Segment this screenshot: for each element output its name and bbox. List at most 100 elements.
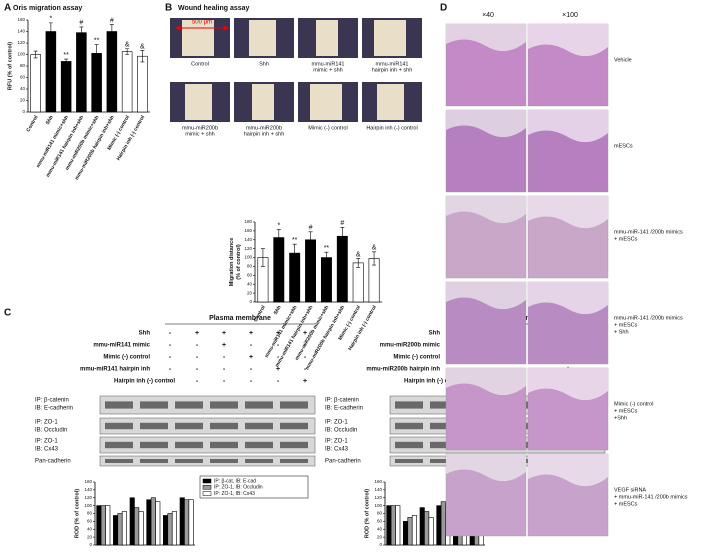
y-tick-label: 0: [22, 109, 25, 114]
sign: +: [195, 330, 199, 337]
row-label: Mimic (-) control: [614, 401, 653, 407]
sign: +: [249, 330, 253, 337]
bar: [171, 511, 177, 546]
blot-band: [140, 401, 168, 409]
annotation: &: [356, 251, 361, 258]
error-bar: [109, 24, 114, 39]
wound-gap: [374, 20, 406, 56]
bar: [113, 515, 119, 546]
y-tick-label: 60: [87, 519, 93, 524]
blot-band: [210, 422, 238, 430]
y-tick-label: 160: [374, 479, 382, 484]
blot-label: Pan-cadherin: [325, 459, 361, 465]
sign: -: [223, 354, 226, 361]
y-tick-label: 80: [87, 511, 93, 516]
blot: [99, 395, 316, 415]
blot-band: [175, 401, 203, 409]
row-label: mESCs: [614, 143, 633, 149]
bar: [105, 505, 111, 546]
bar: [424, 511, 430, 546]
y-tick-label: 20: [20, 98, 26, 103]
y-tick-label: 140: [374, 487, 382, 492]
y-tick-label: 120: [244, 246, 252, 251]
bar: [428, 517, 434, 546]
blot-band: [430, 422, 458, 430]
bar: [352, 262, 364, 303]
y-tick-label: 100: [374, 503, 382, 508]
y-tick-label: 100: [244, 255, 252, 260]
image-label: hairpin inh + shh: [244, 131, 285, 137]
blot-band: [280, 422, 308, 430]
x-tick-label: Shh: [45, 115, 55, 126]
bar: [336, 235, 348, 303]
bar: [436, 505, 442, 546]
row-label: mmu-miR141 hairpin inh: [80, 367, 150, 373]
bar: [320, 257, 332, 303]
blot-band: [140, 422, 168, 430]
bar: [155, 501, 161, 546]
sign: +: [276, 366, 280, 373]
blot-band: [210, 401, 238, 409]
row-label: Mimic (-) control: [103, 355, 150, 361]
y-axis-label: RFU (% of control): [7, 42, 13, 90]
blot-band: [140, 459, 168, 463]
error-bar: [48, 22, 53, 41]
y-axis-label: ROD (% of control): [364, 489, 370, 538]
annotation: **: [324, 245, 330, 252]
sign: -: [277, 342, 280, 349]
bar: [106, 31, 118, 113]
sign: +: [303, 378, 307, 385]
annotation: *: [50, 16, 53, 23]
bar: [76, 32, 87, 113]
wound-gap: [316, 20, 338, 56]
row-label: mmu-miR200b hairpin inh: [366, 367, 440, 373]
tissue-layer: [446, 196, 526, 224]
blot-band: [175, 441, 203, 449]
sign: +: [222, 330, 226, 337]
blot-label: Pan-cadherin: [35, 459, 71, 465]
row-label: mmu-miR141 mimic: [93, 343, 150, 349]
blot-band: [395, 441, 423, 449]
sign: -: [250, 378, 253, 385]
legend-swatch: [202, 485, 212, 490]
image-label: Shh: [259, 61, 269, 67]
y-tick-label: 160: [84, 479, 92, 484]
blot-band: [395, 422, 423, 430]
y-tick-label: 80: [20, 63, 26, 68]
y-tick-label: 80: [247, 264, 253, 269]
blot-band: [105, 422, 133, 430]
error-bar: [324, 251, 329, 264]
sign: -: [196, 378, 199, 385]
y-tick-label: 60: [377, 519, 383, 524]
bar: [411, 515, 417, 546]
legend-label: IP: β-cat, IB: E-cad: [214, 478, 256, 484]
sign: -: [169, 342, 172, 349]
tissue-layer: [446, 454, 526, 482]
panel-title: Wound healing assay: [178, 5, 250, 12]
annotation: &: [140, 43, 145, 50]
row-label: + Shh: [614, 329, 629, 335]
bar: [407, 517, 413, 546]
blot-band: [280, 401, 308, 409]
y-tick-label: 120: [374, 495, 382, 500]
y-tick-label: 100: [84, 503, 92, 508]
annotation: **: [292, 237, 298, 244]
annotation: &: [125, 42, 130, 49]
y-axis-label: (% of control): [236, 244, 242, 280]
blot-label: IB: Occludin: [35, 428, 67, 434]
blot: [99, 455, 316, 467]
wound-gap: [377, 84, 404, 120]
tissue-layer: [446, 282, 526, 310]
bar: [395, 505, 401, 546]
error-bar: [94, 44, 99, 63]
error-bar: [340, 227, 345, 246]
scale-label: 500 μm: [192, 20, 212, 26]
bar: [96, 505, 102, 546]
bar: [440, 501, 446, 546]
wound-gap: [310, 84, 342, 120]
annotation: *: [277, 222, 280, 229]
bar: [305, 239, 317, 303]
y-tick-label: 60: [20, 75, 26, 80]
error-bar: [125, 48, 130, 55]
bar: [129, 497, 135, 546]
